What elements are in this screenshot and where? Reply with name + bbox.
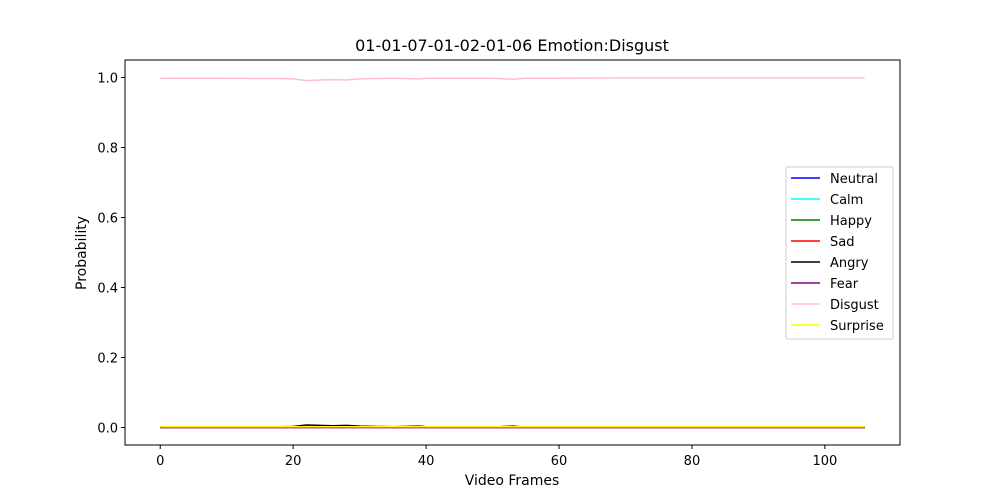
- y-tick-label: 0.6: [97, 212, 118, 227]
- legend-label-calm: Calm: [830, 193, 863, 208]
- x-tick-label: 0: [156, 454, 164, 469]
- legend-label-happy: Happy: [830, 214, 872, 229]
- legend-label-surprise: Surprise: [830, 319, 884, 334]
- chart-title: 01-01-07-01-02-01-06 Emotion:Disgust: [355, 36, 669, 55]
- legend-label-fear: Fear: [830, 277, 859, 292]
- y-tick-label: 0.8: [97, 142, 118, 157]
- plot-lines: [160, 77, 865, 429]
- series-line-disgust: [160, 77, 865, 82]
- x-axis-label: Video Frames: [465, 473, 560, 489]
- legend-label-angry: Angry: [830, 256, 869, 271]
- y-tick-label: 0.4: [97, 282, 118, 297]
- y-axis-label: Probability: [74, 216, 90, 290]
- y-tick-label: 0.0: [97, 422, 118, 437]
- x-tick-label: 40: [418, 454, 435, 469]
- x-tick-label: 100: [812, 454, 837, 469]
- plot-frame: [124, 59, 901, 446]
- x-tick-label: 80: [684, 454, 701, 469]
- x-tick-label: 60: [551, 454, 568, 469]
- legend: Neutral Calm Happy Sad Angry Fear Disgust Surpr…: [785, 166, 894, 340]
- x-axis: 0 20 40 60 80 100: [156, 445, 837, 469]
- y-tick-label: 1.0: [97, 72, 118, 87]
- legend-label-neutral: Neutral: [830, 172, 878, 187]
- legend-box: [785, 166, 894, 340]
- y-axis: 0.0 0.2 0.4 0.6 0.8 1.0: [97, 72, 125, 437]
- x-tick-label: 20: [285, 454, 302, 469]
- y-tick-label: 0.2: [97, 352, 118, 367]
- legend-label-disgust: Disgust: [830, 298, 879, 313]
- legend-label-sad: Sad: [830, 235, 854, 250]
